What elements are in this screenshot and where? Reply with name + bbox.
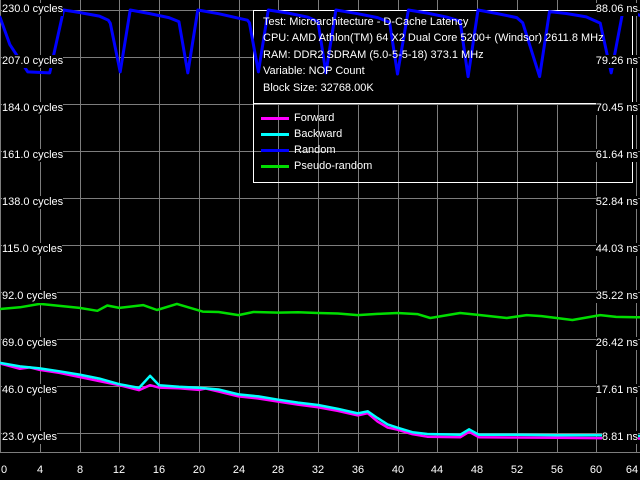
x-tick: 4 — [36, 464, 44, 476]
y-tick-left: 207.0 cycles — [2, 55, 64, 68]
y-tick-left: 69.0 cycles — [2, 337, 58, 350]
y-tick-left: 92.0 cycles — [2, 290, 58, 303]
y-tick-left: 23.0 cycles — [2, 431, 58, 444]
y-tick-right: 44.03 ns — [595, 243, 638, 256]
y-tick-right: 61.64 ns — [595, 149, 638, 162]
info-box-frame — [253, 10, 633, 104]
x-tick: 64 — [625, 464, 639, 476]
x-tick: 16 — [152, 464, 166, 476]
legend-label: Backward — [294, 128, 343, 140]
y-tick-right: 17.61 ns — [595, 384, 638, 397]
y-tick-left: 46.0 cycles — [2, 384, 58, 397]
info-box-line: Block Size: 32768.00K — [263, 82, 374, 94]
x-tick: 36 — [351, 464, 365, 476]
info-box-line: RAM: DDR2 SDRAM (5.0-5-5-18) 373.1 MHz — [263, 49, 484, 61]
x-tick: 32 — [311, 464, 325, 476]
y-tick-right: 70.45 ns — [595, 102, 638, 115]
series-line-random — [0, 8, 640, 79]
x-tick: 20 — [192, 464, 206, 476]
info-box-line: Test: Microarchitecture - D-Cache Latenc… — [263, 16, 469, 28]
y-tick-right: 26.42 ns — [595, 337, 638, 350]
x-tick: 44 — [430, 464, 444, 476]
x-tick: 0 — [0, 464, 8, 476]
y-tick-left: 184.0 cycles — [2, 102, 64, 115]
series-line-forward — [0, 362, 640, 440]
series-line-pseudo-random — [0, 302, 640, 322]
legend-box-frame — [253, 103, 633, 183]
x-tick: 40 — [391, 464, 405, 476]
x-tick: 24 — [232, 464, 246, 476]
y-tick-left: 138.0 cycles — [2, 196, 64, 209]
y-tick-right: 79.26 ns — [595, 55, 638, 68]
y-tick-left: 115.0 cycles — [2, 243, 63, 256]
legend-label: Pseudo-random — [294, 160, 373, 172]
legend-label: Forward — [294, 112, 335, 124]
x-tick: 48 — [470, 464, 484, 476]
legend-label: Random — [294, 144, 336, 156]
x-tick: 56 — [550, 464, 564, 476]
y-tick-right: 52.84 ns — [595, 196, 638, 209]
legend-swatch-icon — [261, 165, 289, 168]
legend-swatch-icon — [261, 149, 289, 152]
info-box-line: Variable: NOP Count — [263, 65, 365, 77]
y-tick-left: 161.0 cycles — [2, 149, 64, 162]
y-tick-right: 88.06 ns — [595, 3, 638, 16]
x-tick: 28 — [271, 464, 285, 476]
legend-swatch-icon — [261, 133, 289, 136]
legend-swatch-icon — [261, 117, 289, 120]
x-tick: 52 — [510, 464, 524, 476]
info-box-line: CPU: AMD Athlon(TM) 64 X2 Dual Core 5200… — [263, 32, 604, 44]
series-line-backward — [0, 361, 640, 438]
x-tick: 60 — [589, 464, 603, 476]
y-tick-right: 8.81 ns — [601, 431, 638, 444]
x-tick: 12 — [112, 464, 126, 476]
x-tick: 8 — [76, 464, 84, 476]
y-tick-right: 35.22 ns — [595, 290, 638, 303]
y-tick-left: 230.0 cycles — [2, 3, 64, 16]
